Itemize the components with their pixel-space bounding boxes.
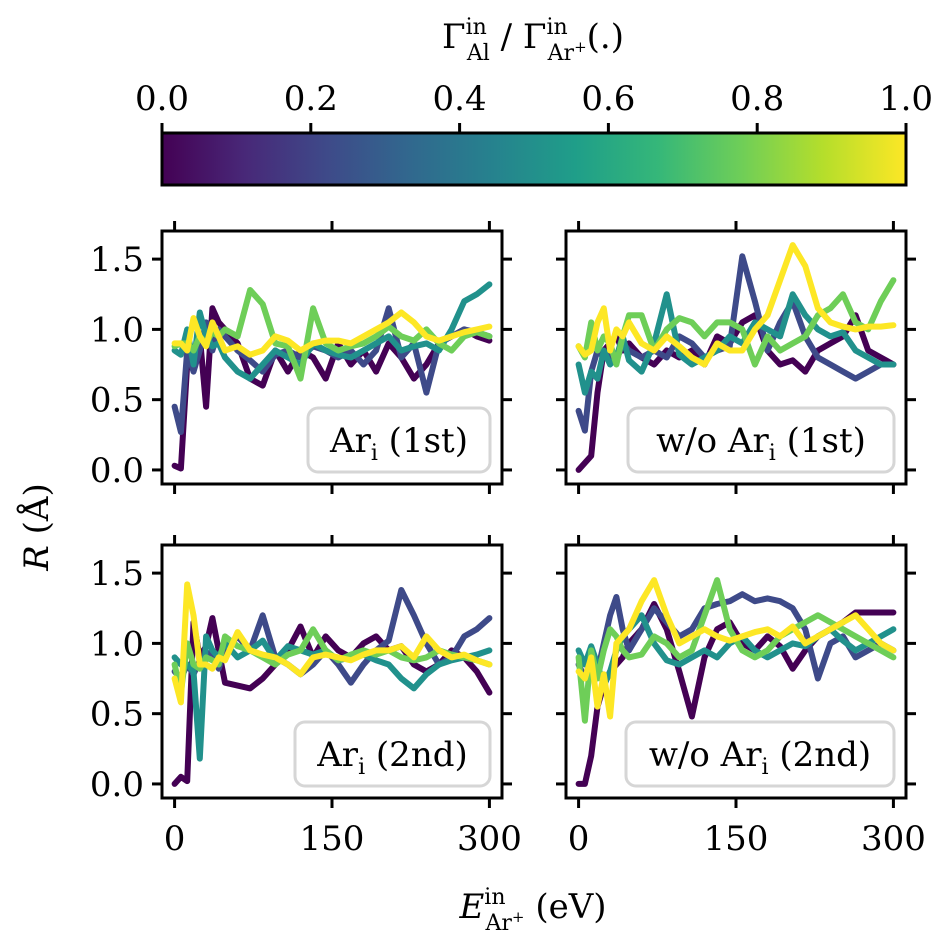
series-line-ratio-0-75 bbox=[575, 577, 897, 724]
series-line-ratio-1 bbox=[171, 309, 493, 358]
series-line-ratio-1 bbox=[171, 581, 493, 706]
y-tick-label: 0.5 bbox=[90, 695, 144, 735]
legend-box bbox=[626, 406, 896, 474]
colorbar-gradient bbox=[160, 131, 908, 187]
series-line-ratio-0-75 bbox=[171, 626, 493, 696]
x-tick-label: 150 bbox=[704, 819, 769, 859]
colorbar-tick-label: 1.0 bbox=[879, 79, 933, 119]
y-axis-label: R (Å) bbox=[16, 483, 57, 572]
x-tick-label: 300 bbox=[457, 819, 522, 859]
colorbar-ticks: 0.0 0.2 0.4 0.6 0.8 1.0 bbox=[135, 79, 933, 133]
series-line-ratio-0-25 bbox=[171, 587, 493, 686]
y-tick-label: 0.0 bbox=[90, 451, 144, 491]
colorbar: 0.0 0.2 0.4 0.6 0.8 1.0 bbox=[135, 79, 933, 187]
panel-ari-1st: 0.0 0.5 1.0 1.5 Ari (1st) bbox=[90, 221, 512, 494]
y-tick-label: 1.5 bbox=[90, 554, 144, 594]
colorbar-label: Γin Al / Γin Ar+(.) bbox=[442, 15, 624, 66]
x-tick-label: 300 bbox=[861, 819, 926, 859]
colorbar-tick-label: 0.6 bbox=[581, 79, 635, 119]
panel-wo-ari-1st: w/o Ari (1st) bbox=[556, 221, 916, 494]
series-group bbox=[575, 242, 897, 473]
y-tick-label: 0.5 bbox=[90, 381, 144, 421]
series-line-ratio-1 bbox=[575, 242, 897, 368]
y-tick-label: 1.5 bbox=[90, 240, 144, 280]
legend-box bbox=[306, 406, 492, 474]
legend-box bbox=[624, 720, 896, 788]
panel-title: w/o Ari (2nd) bbox=[649, 735, 871, 780]
panel-title: Ari (1st) bbox=[329, 421, 468, 466]
x-tick-label: 150 bbox=[300, 819, 365, 859]
series-group bbox=[575, 577, 897, 787]
series-group bbox=[171, 281, 493, 472]
x-tick-label: 0 bbox=[164, 819, 186, 859]
panel-ari-2nd: 0.0 0.5 1.0 1.5 0 150 300 Ari (2nd) bbox=[90, 535, 522, 859]
colorbar-tick-label: 0.8 bbox=[730, 79, 784, 119]
x-axis-label: Ein Ar+ (eV) bbox=[458, 885, 606, 936]
panel-title: w/o Ari (1st) bbox=[656, 421, 866, 466]
legend-box bbox=[293, 720, 492, 788]
colorbar-tick-label: 0.2 bbox=[284, 79, 338, 119]
y-tick-label: 1.0 bbox=[90, 310, 144, 350]
series-group bbox=[171, 581, 493, 787]
panel-wo-ari-2nd: 0 150 300 w/o Ari (2nd) bbox=[556, 535, 926, 859]
y-tick-label: 1.0 bbox=[90, 624, 144, 664]
x-tick-label: 0 bbox=[568, 819, 590, 859]
panel-title: Ari (2nd) bbox=[316, 735, 468, 780]
y-tick-label: 0.0 bbox=[90, 765, 144, 805]
colorbar-tick-label: 0.0 bbox=[135, 79, 189, 119]
series-line-ratio-1 bbox=[575, 577, 897, 720]
colorbar-tick-label: 0.4 bbox=[433, 79, 487, 119]
